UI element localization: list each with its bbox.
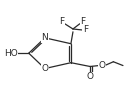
Text: F: F <box>83 25 88 34</box>
Text: O: O <box>41 64 48 73</box>
Text: F: F <box>59 17 65 26</box>
Text: HO: HO <box>4 49 18 58</box>
Text: O: O <box>87 72 94 81</box>
Text: N: N <box>42 33 48 42</box>
Text: F: F <box>80 17 85 26</box>
Text: O: O <box>98 61 105 70</box>
